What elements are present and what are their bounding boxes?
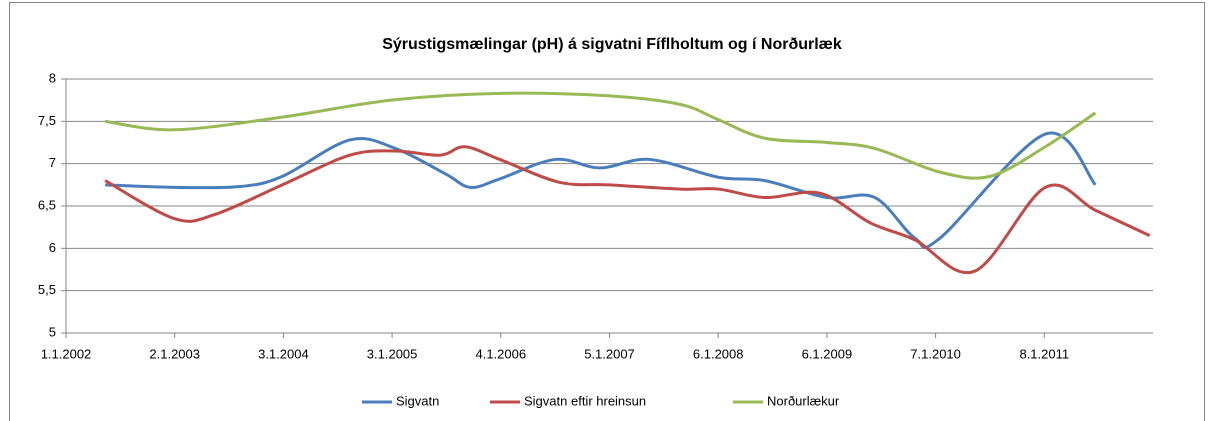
y-tick-label: 6,5 xyxy=(38,197,56,212)
x-tick-label: 4.1.2006 xyxy=(475,346,526,361)
series-line xyxy=(104,91,1097,180)
x-tick-label: 2.1.2003 xyxy=(149,346,200,361)
y-tick-label: 7,5 xyxy=(38,113,56,128)
x-tick-label: 6.1.2009 xyxy=(802,346,853,361)
legend-label: Sigvatn eftir hreinsun xyxy=(524,393,646,408)
series-line xyxy=(104,145,1151,275)
legend-label: Sigvatn xyxy=(396,393,439,408)
x-tick-label: 3.1.2005 xyxy=(367,346,418,361)
x-tick-label: 1.1.2002 xyxy=(41,346,92,361)
x-tick-label: 7.1.2010 xyxy=(910,346,961,361)
y-tick-label: 5 xyxy=(49,324,56,339)
y-tick-label: 8 xyxy=(49,70,56,85)
chart-title: Sýrustigsmælingar (pH) á sigvatni Fíflho… xyxy=(382,36,842,53)
y-tick-label: 5,5 xyxy=(38,282,56,297)
chart-frame xyxy=(9,2,1205,421)
x-tick-label: 6.1.2008 xyxy=(693,346,744,361)
y-tick-label: 7 xyxy=(49,155,56,170)
x-tick-label: 3.1.2004 xyxy=(258,346,309,361)
legend-label: Norðurlækur xyxy=(767,393,840,408)
x-tick-label: 5.1.2007 xyxy=(584,346,635,361)
x-tick-label: 8.1.2011 xyxy=(1019,346,1069,361)
y-tick-label: 6 xyxy=(49,240,56,255)
